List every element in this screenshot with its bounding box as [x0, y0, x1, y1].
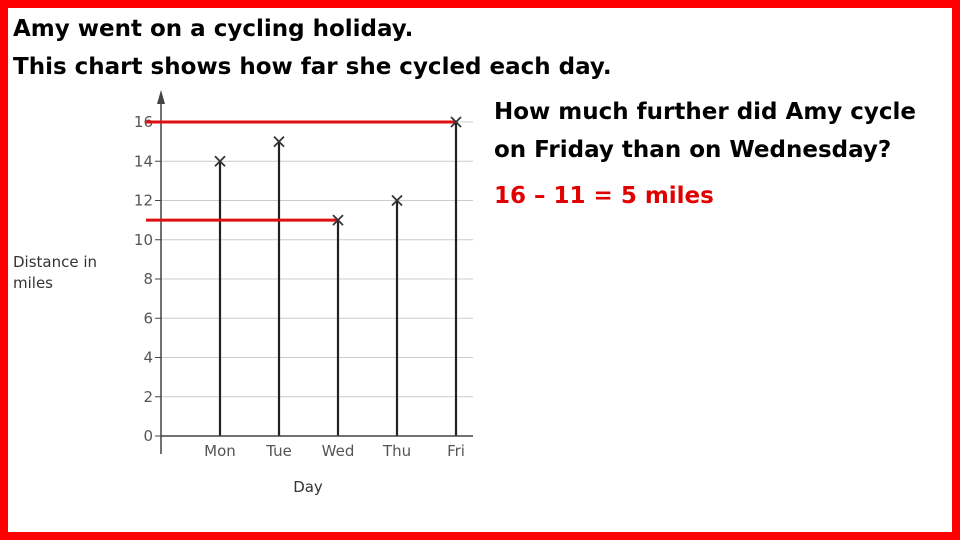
marker-tue [273, 135, 285, 148]
x-axis-label: Day [293, 478, 323, 496]
y-tick-label-10: 10 [134, 231, 153, 249]
y-axis-label-line-2: miles [13, 274, 53, 292]
y-tick-label-6: 6 [143, 309, 153, 327]
y-tick-label-0: 0 [143, 427, 153, 445]
y-tick-label-2: 2 [143, 388, 153, 406]
y-tick-label-12: 12 [134, 192, 153, 210]
marker-stroke-b [391, 194, 403, 207]
y-axis-label-line-1: Distance in [13, 253, 97, 271]
y-tick-label-16: 16 [134, 113, 153, 131]
y-tick-label-14: 14 [134, 152, 153, 170]
y-tick-label-4: 4 [143, 349, 153, 367]
slide: Amy went on a cycling holiday. This char… [8, 8, 952, 532]
marker-stroke-b [214, 155, 226, 167]
x-tick-label-thu: Thu [382, 442, 411, 460]
marker-thu [391, 194, 403, 207]
axes [157, 90, 473, 454]
marker-wed [332, 214, 344, 226]
x-tick-label-wed: Wed [322, 442, 355, 460]
marker-mon [214, 155, 226, 167]
question-line-2: on Friday than on Wednesday? [494, 137, 892, 163]
marker-stroke-b [332, 214, 344, 226]
marker-stroke-b [273, 135, 285, 148]
x-tick-label-fri: Fri [447, 442, 465, 460]
marker-stroke-b [450, 116, 462, 128]
gridlines [161, 121, 473, 398]
data-lines [218, 122, 458, 436]
y-tick-label-8: 8 [143, 270, 153, 288]
answer-text: 16 – 11 = 5 miles [494, 183, 714, 209]
line-chart: 0 2 4 6 8 10 12 14 16 Mon Tue Wed Thu Fri Distance i… [13, 90, 473, 496]
y-ticks: 0 2 4 6 8 10 12 14 16 [134, 113, 161, 445]
data-markers [214, 116, 462, 226]
x-tick-label-tue: Tue [265, 442, 292, 460]
x-tick-label-mon: Mon [204, 442, 236, 460]
y-axis-arrow [157, 90, 165, 104]
x-tick-labels: Mon Tue Wed Thu Fri [204, 442, 465, 460]
heading-line-1: Amy went on a cycling holiday. [13, 16, 414, 42]
question-line-1: How much further did Amy cycle [494, 99, 917, 125]
marker-fri [450, 116, 462, 128]
heading-line-2: This chart shows how far she cycled each… [13, 54, 612, 80]
highlight-lines [146, 120, 456, 222]
